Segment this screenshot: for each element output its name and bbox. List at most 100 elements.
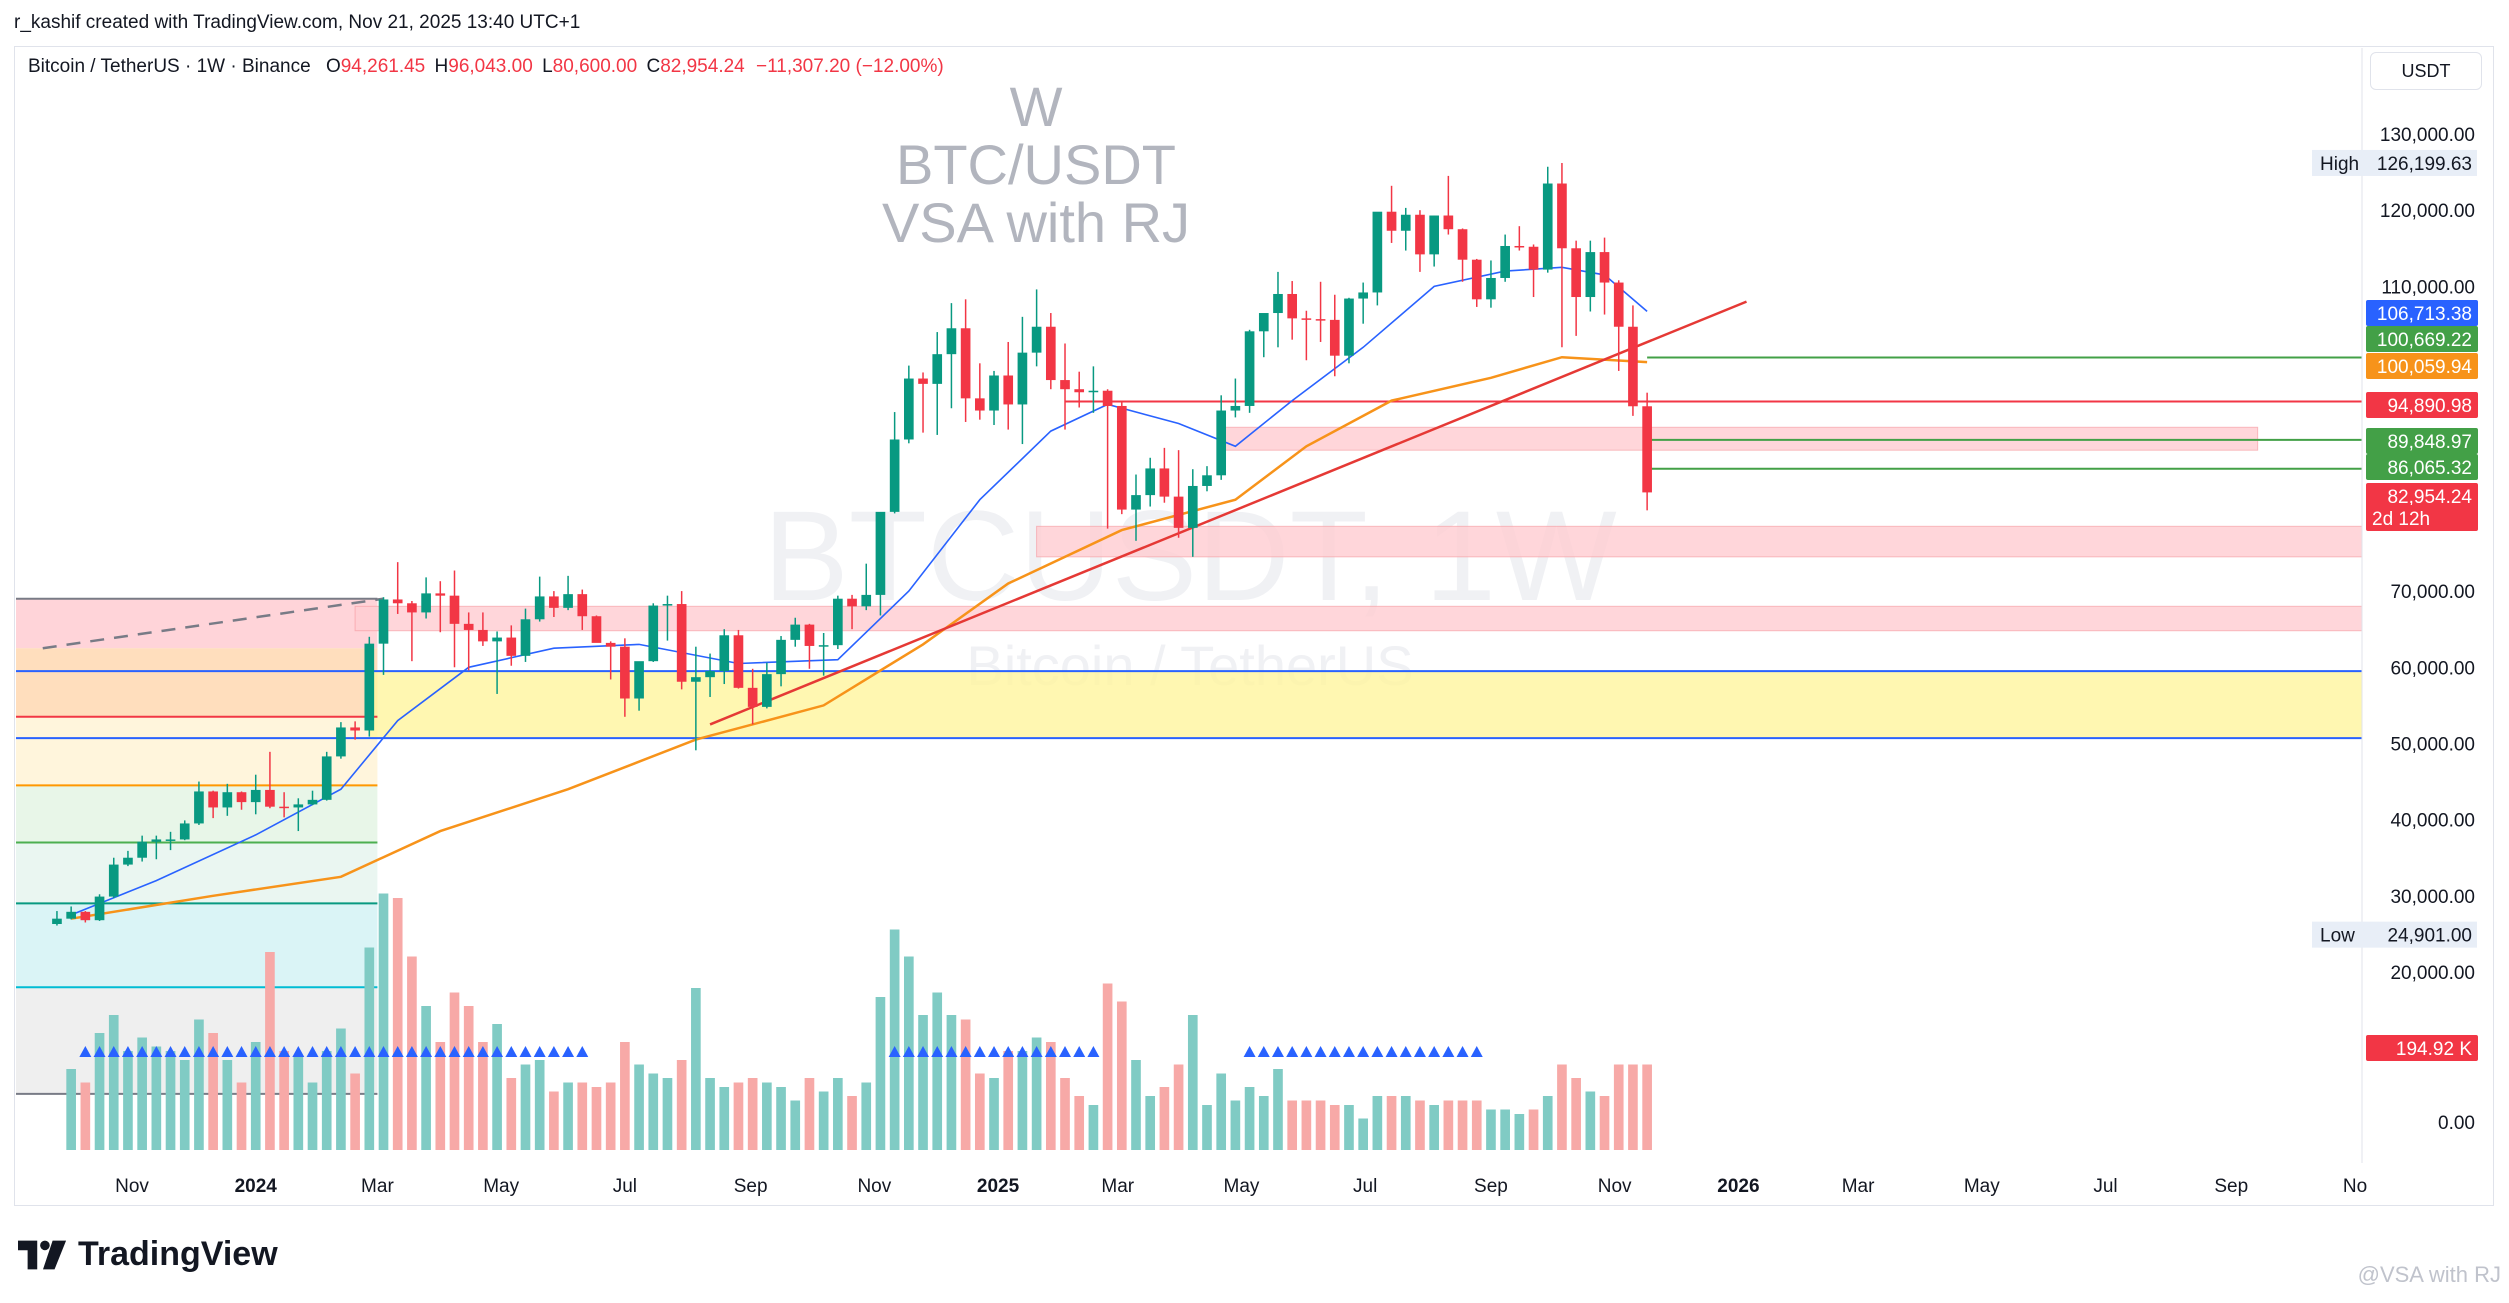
volume-bar <box>1031 1037 1042 1150</box>
candle <box>1500 234 1510 282</box>
candle <box>307 790 318 806</box>
legend-change: −11,307.20 (−12.00%) <box>756 56 944 77</box>
price-label-last: 82,954.24 <box>2366 483 2478 509</box>
candle <box>974 363 985 420</box>
candle-body <box>1202 475 1212 486</box>
candle-body <box>1258 313 1269 332</box>
candle <box>293 798 304 832</box>
tradingview-logo[interactable]: TradingView <box>18 1235 278 1274</box>
volume-bar <box>1230 1100 1241 1150</box>
zones-layer <box>16 426 2362 1095</box>
candle <box>250 774 261 815</box>
candle <box>1131 474 1141 541</box>
candle <box>108 857 119 899</box>
x-tick-label: Nov <box>1598 1176 1632 1197</box>
fib-zone-4 <box>16 842 378 904</box>
volume-bar <box>506 1078 517 1150</box>
volume-bar <box>733 1082 744 1150</box>
legend-close-value: 82,954.24 <box>660 56 745 77</box>
candle-body <box>691 677 701 682</box>
volume-bar <box>776 1087 786 1150</box>
volume-bar <box>108 1015 119 1150</box>
price-label-ma-slow: 100,059.94 <box>2366 353 2478 379</box>
candle-body <box>705 671 715 678</box>
candle-body <box>1599 252 1610 283</box>
volume-bar <box>861 1082 872 1150</box>
candle <box>1159 447 1170 503</box>
candle-body <box>478 629 488 642</box>
candle <box>989 370 999 426</box>
tradingview-wordmark: TradingView <box>78 1235 278 1273</box>
vsa-triangle-marker <box>1385 1046 1398 1057</box>
y-tick-label: 40,000.00 <box>2390 811 2475 832</box>
volume-bar <box>250 1042 261 1150</box>
candle-body <box>662 604 673 606</box>
candle <box>392 562 403 614</box>
candle <box>179 820 190 841</box>
candle <box>1287 281 1298 340</box>
vsa-triangle-marker <box>1087 1046 1100 1057</box>
currency-button[interactable]: USDT <box>2370 52 2482 90</box>
vsa-triangle-marker <box>1342 1046 1355 1057</box>
vsa-triangle-marker <box>79 1046 92 1057</box>
volume-bar <box>1400 1096 1411 1150</box>
chart-frame <box>14 46 2494 1206</box>
volume-bar <box>1457 1100 1468 1150</box>
legend-symbol[interactable]: Bitcoin / TetherUS · 1W · Binance <box>28 56 311 77</box>
volume-bar <box>421 1006 431 1150</box>
price-label-value: 2d 12h <box>2372 509 2430 530</box>
candle-body <box>804 624 815 646</box>
candle-body <box>1542 183 1553 270</box>
candle <box>1557 162 1567 348</box>
price-label-box <box>2366 454 2478 480</box>
candle-body <box>1457 229 1468 260</box>
candle <box>534 576 545 622</box>
volume-bar <box>818 1091 829 1150</box>
time-axis[interactable]: Nov 2024 Mar May Jul Sep Nov 2025 Mar May Jul Sep No… <box>115 1176 2367 1197</box>
vsa-triangle-marker <box>1300 1046 1313 1057</box>
vsa-triangle-marker <box>902 1046 915 1057</box>
candle <box>1102 389 1113 529</box>
vsa-triangle-marker <box>150 1046 163 1057</box>
price-label-box <box>2367 921 2477 948</box>
vsa-triangle-marker <box>320 1046 333 1057</box>
tradingview-logo-icon <box>18 1240 67 1269</box>
candle-body <box>123 857 133 865</box>
candle <box>1486 260 1496 308</box>
volume-bar <box>1344 1105 1354 1150</box>
candle-body <box>108 864 119 897</box>
candle-body <box>1244 331 1255 406</box>
symbol-legend[interactable]: Bitcoin / TetherUS · 1W · Binance O94,26… <box>28 56 944 78</box>
candle <box>889 412 900 514</box>
volume-bar <box>194 1019 204 1150</box>
candle-body <box>520 619 531 656</box>
dashed-line <box>42 597 384 650</box>
candle-body <box>364 643 375 731</box>
candle-body <box>1628 326 1638 407</box>
candle-body <box>818 645 829 647</box>
vsa-triangle-marker <box>945 1046 958 1057</box>
volume-bar <box>577 1082 588 1150</box>
price-label-value: 89,848.97 <box>2387 432 2472 453</box>
price-axis[interactable]: 130,000.00120,000.00110,000.00100,000.00… <box>2361 48 2475 1163</box>
price-label-box <box>2366 1035 2478 1061</box>
x-tick-label: Jul <box>2093 1176 2117 1197</box>
candle <box>407 600 417 662</box>
volume-bar <box>1443 1100 1454 1150</box>
vsa-triangle-marker <box>1413 1046 1426 1057</box>
candle <box>492 631 502 694</box>
x-tick-label: Jul <box>613 1176 637 1197</box>
candle <box>1116 400 1127 515</box>
x-tick-label: Jul <box>1353 1176 1377 1197</box>
volume-bar <box>676 1060 687 1150</box>
candle-body <box>733 635 744 688</box>
candle <box>265 751 275 809</box>
candle-body <box>1074 389 1085 393</box>
candle-body <box>1443 215 1454 230</box>
candle <box>66 906 76 920</box>
candle <box>1273 271 1283 348</box>
volume-bar <box>705 1078 715 1150</box>
candle <box>1301 310 1312 361</box>
x-tick-label: Nov <box>115 1176 149 1197</box>
